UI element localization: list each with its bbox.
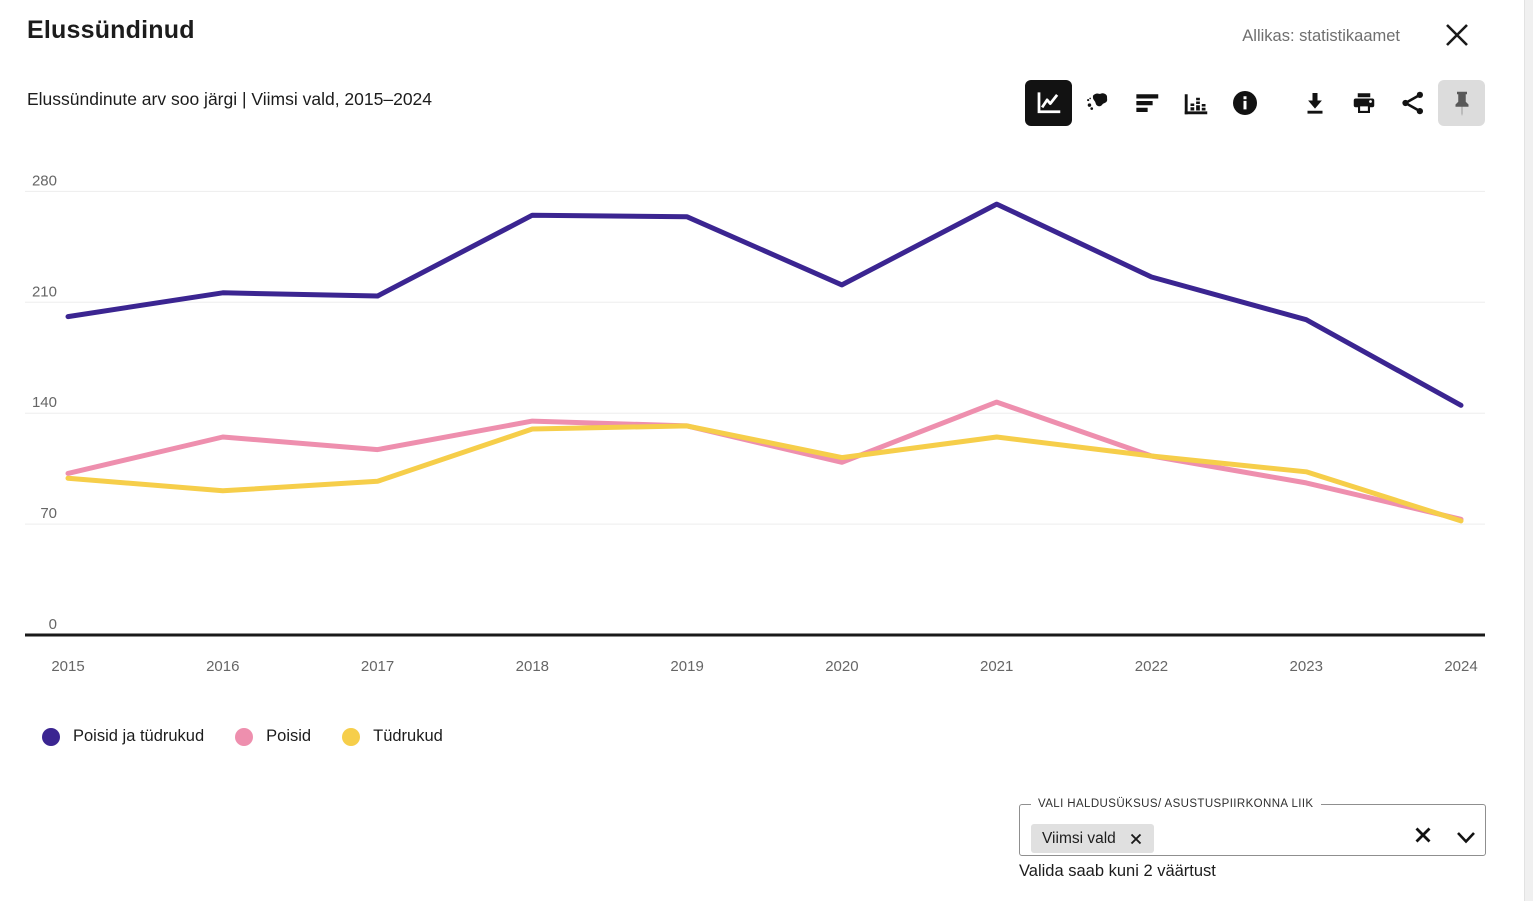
x-tick-label: 2015 xyxy=(51,658,84,675)
page-title: Elussündinud xyxy=(27,16,195,44)
x-tick-label: 2024 xyxy=(1444,658,1477,675)
y-tick-label: 210 xyxy=(32,283,57,300)
estonia-map-icon xyxy=(1086,93,1107,110)
y-tick-label: 70 xyxy=(40,505,57,522)
share-button[interactable] xyxy=(1389,80,1436,126)
legend-item-t-drukud[interactable]: Tüdrukud xyxy=(342,727,443,746)
x-tick-label: 2017 xyxy=(361,658,394,675)
info-button[interactable] xyxy=(1221,80,1268,126)
x-tick-label: 2022 xyxy=(1135,658,1168,675)
series-line-poisid-ja-t-drukud[interactable] xyxy=(65,201,1464,408)
x-tick-label: 2020 xyxy=(825,658,858,675)
close-icon xyxy=(1446,24,1468,46)
legend-label: Poisid xyxy=(266,727,312,745)
chart-legend: Poisid ja tüdrukud Poisid Tüdrukud xyxy=(42,727,443,746)
x-tick-label: 2016 xyxy=(206,658,239,675)
horizontal-bar-chart-icon xyxy=(1135,94,1158,112)
print-button[interactable] xyxy=(1340,80,1387,126)
info-icon xyxy=(1232,91,1257,115)
legend-label: Tüdrukud xyxy=(373,727,443,745)
x-tick-label: 2021 xyxy=(980,658,1013,675)
y-tick-label: 280 xyxy=(32,172,57,189)
chart-subtitle: Elussündinute arv soo järgi | Viimsi val… xyxy=(27,89,433,109)
column-chart-view-button[interactable] xyxy=(1172,80,1219,126)
region-select[interactable]: VALI HALDUSÜKSUS/ ASUSTUSPIIRKONNA LIIK … xyxy=(1019,798,1486,856)
pin-button[interactable] xyxy=(1438,80,1485,126)
y-tick-label: 140 xyxy=(32,394,57,411)
pin-icon xyxy=(1455,91,1468,117)
line-chart-view-button[interactable] xyxy=(1025,80,1072,126)
selected-region-chip[interactable]: Viimsi vald xyxy=(1031,824,1154,853)
share-icon xyxy=(1401,91,1423,115)
scrollbar[interactable] xyxy=(1524,0,1533,901)
legend-dot-icon xyxy=(42,727,60,746)
legend-dot-icon xyxy=(342,727,361,746)
column-chart-icon xyxy=(1184,94,1207,115)
selected-region-chip-label: Viimsi vald xyxy=(1042,829,1116,847)
x-tick-label: 2019 xyxy=(670,658,703,675)
clear-selection-button[interactable] xyxy=(1412,824,1438,850)
legend-item-poisid-ja-t-drukud[interactable]: Poisid ja tüdrukud xyxy=(42,727,204,746)
legend-item-poisid[interactable]: Poisid xyxy=(235,727,311,746)
line-chart-icon xyxy=(1037,92,1060,114)
y-tick-label: 0 xyxy=(49,616,57,633)
clear-icon xyxy=(1415,827,1431,843)
download-button[interactable] xyxy=(1291,80,1338,126)
download-icon xyxy=(1307,93,1322,114)
print-icon xyxy=(1353,93,1374,113)
series-line-poisid[interactable] xyxy=(65,399,1464,522)
filter-helper-text: Valida saab kuni 2 väärtust xyxy=(1019,862,1216,880)
chevron-down-icon xyxy=(1457,832,1475,844)
estonia-map-view-button[interactable] xyxy=(1074,80,1121,126)
dropdown-chevron[interactable] xyxy=(1454,830,1478,846)
legend-label: Poisid ja tüdrukud xyxy=(73,727,205,745)
line-chart[interactable]: 280 210 140 70 0 2015 2016 2017 2018 2019 2020 2021… xyxy=(0,150,1533,695)
source-label: Allikas: statistikaamet xyxy=(1242,27,1400,45)
chip-remove-icon[interactable] xyxy=(1129,832,1143,846)
horizontal-bar-view-button[interactable] xyxy=(1123,80,1170,126)
legend-dot-icon xyxy=(235,727,254,746)
series-line-t-drukud[interactable] xyxy=(65,423,1464,524)
close-button[interactable] xyxy=(1442,20,1472,50)
region-select-label: VALI HALDUSÜKSUS/ ASUSTUSPIIRKONNA LIIK xyxy=(1038,798,1314,810)
x-tick-label: 2018 xyxy=(516,658,549,675)
x-tick-label: 2023 xyxy=(1290,658,1323,675)
